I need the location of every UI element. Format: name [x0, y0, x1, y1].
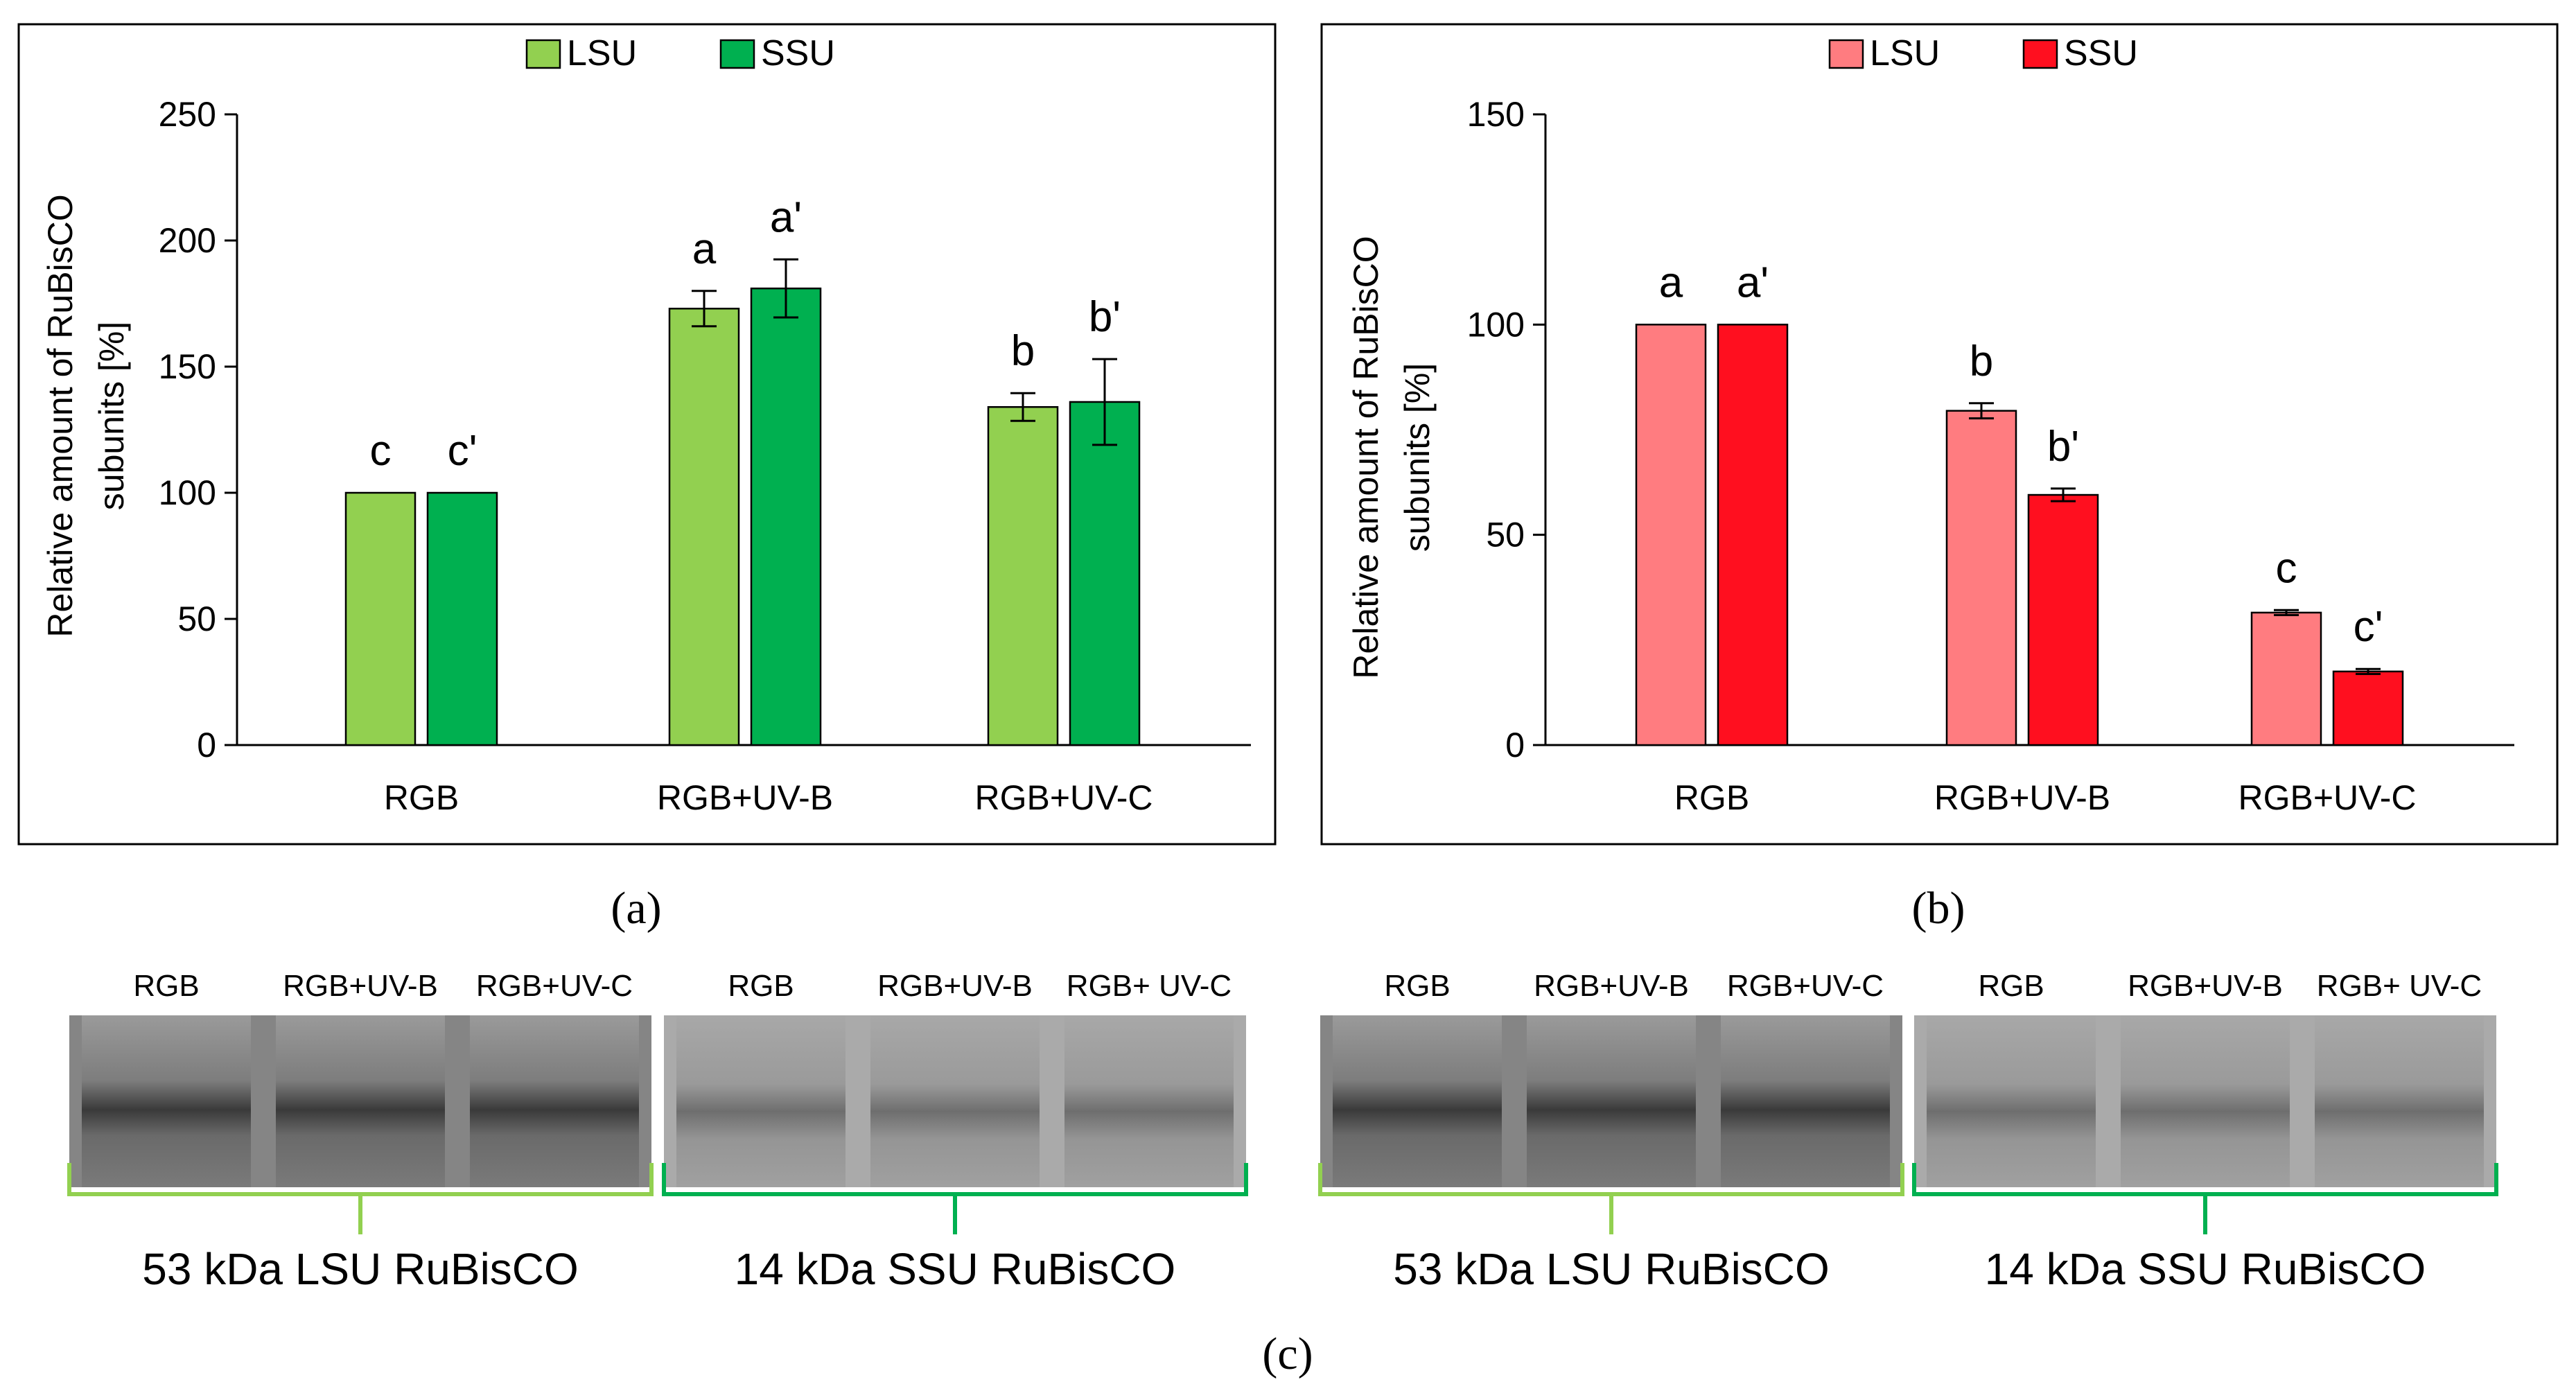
- blot-lane-ssu-1: [676, 1015, 845, 1187]
- significance-letter: c': [448, 427, 477, 475]
- blot-lane-label: RGB+UV-B: [283, 969, 438, 1003]
- legend-swatch-lsu: [525, 39, 561, 69]
- bar-lsu-3: [2250, 611, 2322, 746]
- bar-ssu-2: [750, 287, 822, 746]
- blot-caption-lsu: 53 kDa LSU RuBisCO: [1393, 1244, 1830, 1294]
- chart-b-frame: [1320, 23, 2559, 846]
- significance-letter: b': [2047, 423, 2079, 471]
- significance-letter: a: [1659, 259, 1683, 306]
- bar-lsu-2: [1945, 410, 2017, 746]
- chart-a-frame: [17, 23, 1277, 846]
- bar-lsu-3: [987, 405, 1059, 746]
- bar-ssu-3: [1069, 401, 1141, 746]
- blot-lane-label: RGB+UV-C: [1727, 969, 1884, 1003]
- legend-label-lsu: LSU: [1870, 33, 1940, 73]
- y-tick-label: 50: [1486, 516, 1525, 554]
- blot-lane-label: RGB: [728, 969, 794, 1003]
- bar-lsu-2: [668, 308, 740, 746]
- bar-ssu-3: [2332, 670, 2404, 746]
- y-tick-label: 0: [1505, 726, 1525, 764]
- y-axis-label: Relative amount of RuBisCO: [41, 194, 80, 637]
- blot-lane-ssu-2: [2121, 1015, 2290, 1187]
- blot-lane-ssu-3: [2315, 1015, 2484, 1187]
- blot-lane-lsu-2: [276, 1015, 445, 1187]
- y-tick-label: 150: [159, 347, 216, 386]
- blot-lane-label: RGB+UV-C: [476, 969, 633, 1003]
- blot-lane-label: RGB: [133, 969, 199, 1003]
- y-tick-label: 100: [1467, 305, 1525, 344]
- blot-lane-ssu-3: [1064, 1015, 1234, 1187]
- blot-lane-label: RGB+ UV-C: [2317, 969, 2482, 1003]
- y-axis-label-line2: subunits [%]: [92, 322, 131, 510]
- legend-label-lsu: LSU: [567, 33, 637, 73]
- y-tick-label: 200: [159, 221, 216, 260]
- bar-lsu-1: [344, 491, 417, 746]
- bar-ssu-2: [2027, 493, 2099, 746]
- significance-letter: a': [770, 193, 802, 241]
- legend-label-ssu: SSU: [761, 33, 835, 73]
- y-axis-label: Relative amount of RuBisCO: [1347, 236, 1385, 679]
- legend-label-ssu: SSU: [2064, 33, 2138, 73]
- blot-lane-lsu-1: [82, 1015, 251, 1187]
- chart-a: 0 50 100 150 200 250 Relative amount of RuBisC…: [41, 33, 1251, 817]
- y-tick-label: 150: [1467, 95, 1525, 134]
- significance-letter: a': [1737, 259, 1769, 306]
- significance-letter: b: [1970, 338, 1993, 385]
- blot-lane-lsu-1: [1333, 1015, 1502, 1187]
- y-axis-label-line2: subunits [%]: [1398, 363, 1437, 552]
- blot-lane-lsu-2: [1527, 1015, 1696, 1187]
- blot-lane-label: RGB: [1384, 969, 1450, 1003]
- x-category-label: RGB+UV-B: [657, 778, 833, 817]
- blot-lane-label: RGB+ UV-C: [1067, 969, 1232, 1003]
- y-tick-label: 250: [159, 95, 216, 134]
- blot-caption-ssu: 14 kDa SSU RuBisCO: [1985, 1244, 2426, 1294]
- blot-lane-ssu-1: [1927, 1015, 2096, 1187]
- blot-lane-lsu-3: [470, 1015, 639, 1187]
- significance-letter: c': [2354, 603, 2383, 651]
- significance-letter: c: [370, 427, 392, 475]
- y-tick-label: 0: [197, 726, 216, 764]
- bar-lsu-1: [1635, 324, 1707, 746]
- panel-label-c: (c): [1262, 1329, 1313, 1379]
- legend-swatch-lsu: [1828, 39, 1864, 69]
- blot-caption-lsu: 53 kDa LSU RuBisCO: [142, 1244, 579, 1294]
- chart-b: 0 50 100 150 Relative amount of RuBisCO subun…: [1347, 33, 2514, 817]
- significance-letter: b: [1011, 327, 1035, 375]
- blot-lane-lsu-3: [1721, 1015, 1890, 1187]
- significance-letter: a: [692, 225, 717, 273]
- significance-letter: b': [1089, 293, 1121, 341]
- x-category-label: RGB+UV-C: [2238, 778, 2416, 817]
- x-category-label: RGB: [384, 778, 459, 817]
- legend-swatch-ssu: [2022, 39, 2058, 69]
- x-category-label: RGB+UV-C: [974, 778, 1153, 817]
- y-tick-label: 50: [177, 600, 216, 638]
- panel-label-a: (a): [611, 883, 661, 934]
- blot-caption-ssu: 14 kDa SSU RuBisCO: [735, 1244, 1176, 1294]
- bar-ssu-1: [1717, 324, 1789, 746]
- blot-lane-label: RGB+UV-B: [1534, 969, 1689, 1003]
- bar-ssu-1: [426, 491, 498, 746]
- blot-lane-ssu-2: [870, 1015, 1040, 1187]
- significance-letter: c: [2276, 544, 2297, 592]
- x-category-label: RGB: [1674, 778, 1749, 817]
- blot-panel: RGB RGB+UV-B RGB+UV-C 53 kDa LSU RuBisCO RGB…: [67, 969, 2498, 1294]
- blot-lane-label: RGB+UV-B: [2128, 969, 2283, 1003]
- legend-swatch-ssu: [719, 39, 755, 69]
- blot-lane-label: RGB+UV-B: [877, 969, 1033, 1003]
- x-category-label: RGB+UV-B: [1934, 778, 2110, 817]
- panel-label-b: (b): [1912, 883, 1965, 934]
- blot-lane-label: RGB: [1978, 969, 2044, 1003]
- y-tick-label: 100: [159, 473, 216, 512]
